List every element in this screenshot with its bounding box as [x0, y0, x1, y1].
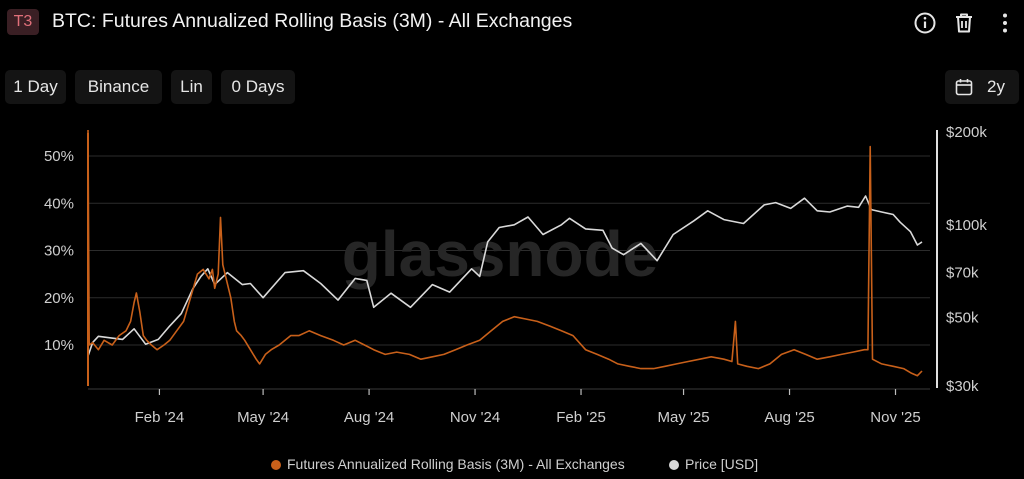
- x-tick-label: Aug '24: [344, 409, 394, 426]
- range-button[interactable]: 2y: [945, 70, 1019, 104]
- x-tick-label: Feb '24: [135, 409, 185, 426]
- x-tick-label: Nov '25: [870, 409, 920, 426]
- calendar-icon: [955, 79, 973, 96]
- chart-legend: Futures Annualized Rolling Basis (3M) - …: [0, 456, 1024, 478]
- chart-title: BTC: Futures Annualized Rolling Basis (3…: [52, 10, 573, 32]
- y-right-tick-label: $30k: [946, 378, 979, 395]
- legend-label-basis: Futures Annualized Rolling Basis (3M) - …: [287, 456, 625, 472]
- legend-label-price: Price [USD]: [685, 456, 759, 472]
- x-tick-label: Feb '25: [556, 409, 606, 426]
- y-left-tick-label: 50%: [44, 148, 74, 165]
- trash-icon[interactable]: [952, 11, 976, 35]
- exchange-button[interactable]: Binance: [75, 70, 162, 104]
- chart-svg: glassnode 10% 20% 30% 40% 50% $30k $50k $70k $10…: [44, 124, 987, 426]
- x-tick-label: Aug '25: [764, 409, 814, 426]
- tier-badge: T3: [7, 9, 39, 35]
- chart-header: T3 BTC: Futures Annualized Rolling Basis…: [0, 0, 1024, 46]
- scale-button[interactable]: Lin: [171, 70, 212, 104]
- legend-item-price[interactable]: Price [USD]: [669, 456, 758, 472]
- x-tick-label: May '25: [658, 409, 710, 426]
- y-left-tick-label: 40%: [44, 195, 74, 212]
- y-left-tick-label: 10%: [44, 337, 74, 354]
- y-right-tick-label: $50k: [946, 310, 979, 327]
- range-label: 2y: [987, 77, 1005, 96]
- legend-item-basis[interactable]: Futures Annualized Rolling Basis (3M) - …: [271, 456, 625, 472]
- x-tick-label: Nov '24: [450, 409, 500, 426]
- legend-marker-basis: [271, 460, 281, 470]
- y-right-tick-label: $100k: [946, 217, 987, 234]
- watermark: glassnode: [342, 218, 659, 290]
- legend-marker-price: [669, 460, 679, 470]
- info-icon[interactable]: [913, 11, 937, 35]
- y-left-tick-label: 20%: [44, 290, 74, 307]
- more-options-icon[interactable]: [993, 11, 1017, 35]
- smoothing-button[interactable]: 0 Days: [221, 70, 295, 104]
- y-right-tick-label: $70k: [946, 265, 979, 282]
- chart-area: glassnode 10% 20% 30% 40% 50% $30k $50k $70k $10…: [0, 118, 1024, 434]
- price-line: [87, 195, 923, 357]
- basis-line: [87, 129, 923, 377]
- resolution-button[interactable]: 1 Day: [5, 70, 66, 104]
- x-tick-label: May '24: [237, 409, 289, 426]
- y-left-tick-label: 30%: [44, 243, 74, 260]
- y-right-tick-label: $200k: [946, 124, 987, 141]
- chart-toolbar: 1 Day Binance Lin 0 Days 2y: [0, 70, 1024, 106]
